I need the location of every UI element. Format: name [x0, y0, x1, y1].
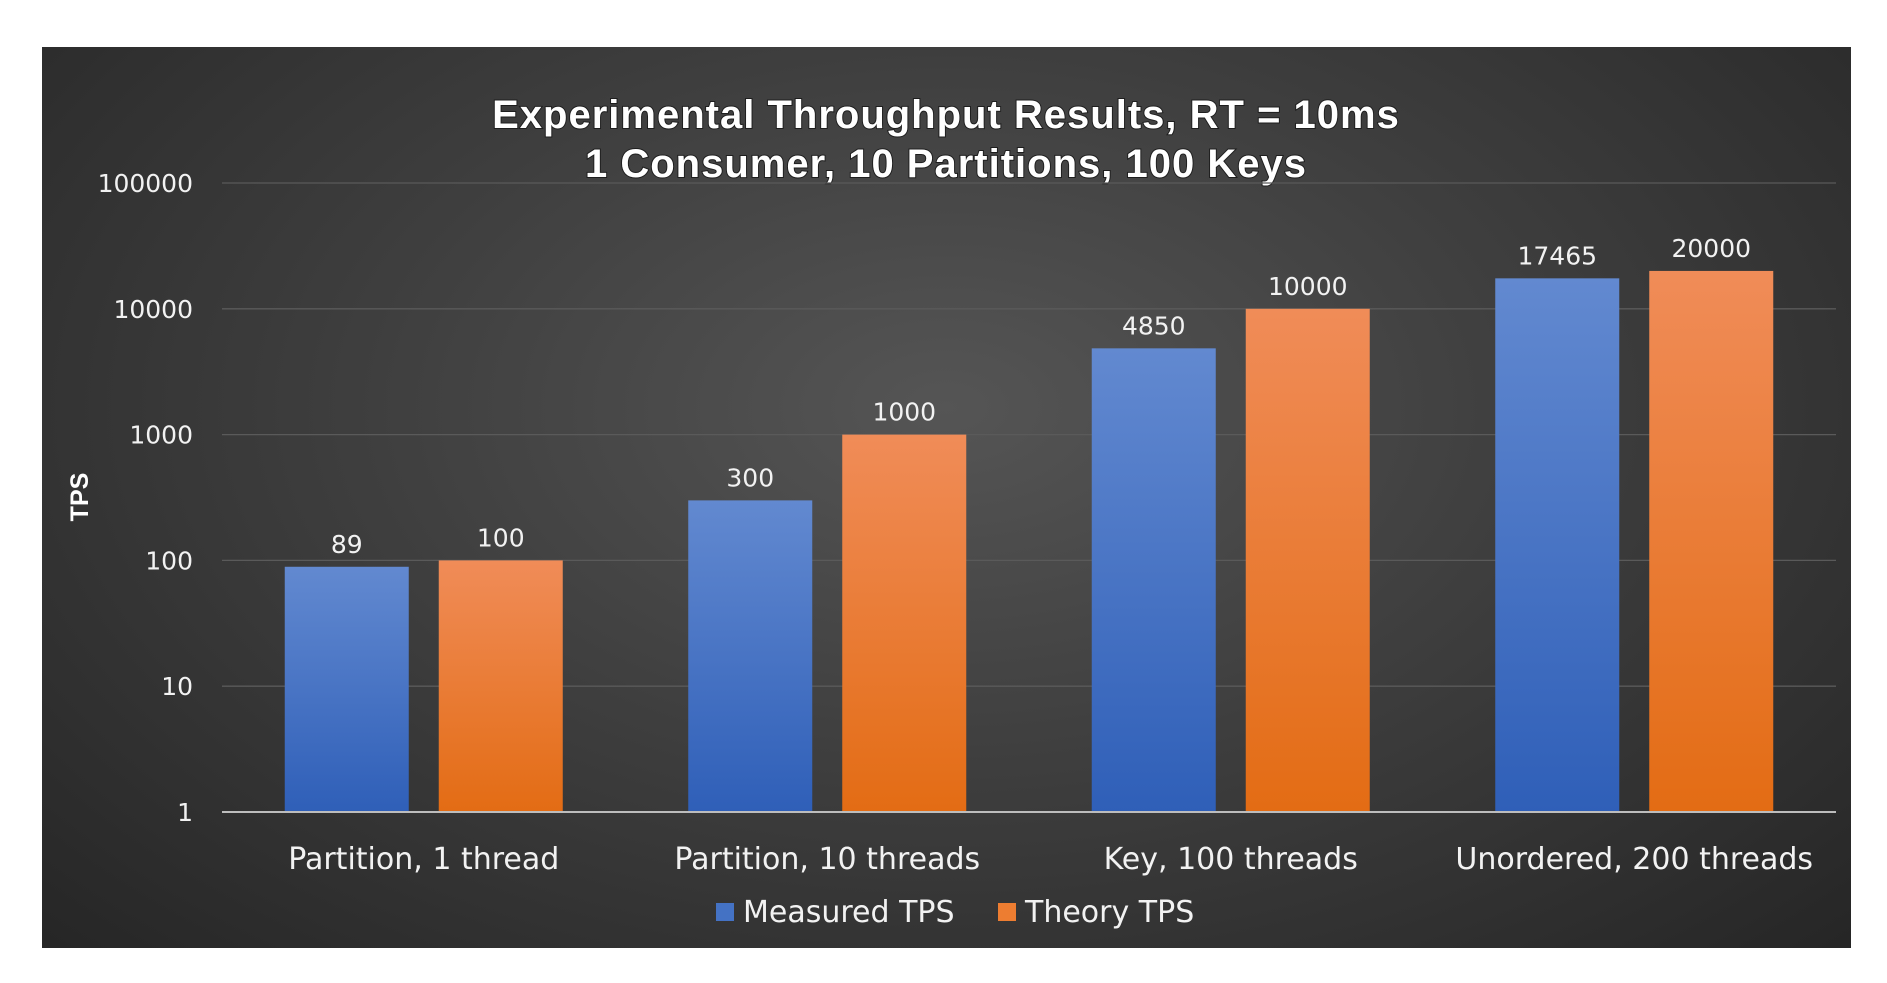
legend-swatch-theory — [998, 903, 1016, 921]
legend-item-measured[interactable]: Measured TPS — [716, 895, 955, 930]
data-label-theory: 1000 — [872, 398, 936, 427]
legend: Measured TPS Theory TPS — [716, 895, 1194, 930]
chart-frame: Experimental Throughput Results, RT = 10… — [42, 47, 1851, 948]
x-axis-categories: Partition, 1 thread Partition, 10 threads… — [288, 842, 1813, 877]
y-tick-label: 1 — [177, 798, 193, 827]
y-tick-label: 10 — [161, 672, 193, 701]
bar-theory[interactable] — [1649, 270, 1774, 812]
y-axis-ticks: 1 10 100 1000 10000 100000 — [98, 169, 193, 827]
bar-measured[interactable] — [284, 566, 409, 812]
legend-swatch-measured — [716, 903, 734, 921]
data-label-measured: 89 — [331, 530, 363, 559]
x-category-label: Partition, 10 threads — [674, 842, 980, 877]
y-tick-label: 1000 — [129, 421, 193, 450]
legend-label-theory: Theory TPS — [1024, 895, 1194, 930]
y-axis-title: TPS — [66, 473, 94, 522]
y-tick-label: 10000 — [113, 295, 193, 324]
bar-theory[interactable] — [842, 434, 967, 812]
bars — [284, 270, 1774, 812]
x-category-label: Partition, 1 thread — [288, 842, 559, 877]
data-label-theory: 10000 — [1268, 272, 1348, 301]
data-label-measured: 4850 — [1122, 311, 1186, 340]
data-label-theory: 20000 — [1671, 234, 1751, 263]
data-label-measured: 17465 — [1517, 241, 1597, 270]
bar-theory[interactable] — [1245, 308, 1370, 812]
bar-measured[interactable] — [688, 500, 813, 812]
bar-measured[interactable] — [1495, 278, 1620, 812]
chart-subtitle: 1 Consumer, 10 Partitions, 100 Keys — [585, 142, 1307, 186]
data-label-measured: 300 — [726, 463, 774, 492]
chart-title: Experimental Throughput Results, RT = 10… — [492, 93, 1400, 137]
data-label-theory: 100 — [477, 523, 525, 552]
legend-item-theory[interactable]: Theory TPS — [998, 895, 1194, 930]
bar-theory[interactable] — [438, 560, 563, 812]
x-category-label: Unordered, 200 threads — [1455, 842, 1813, 877]
data-labels: 89 100 300 1000 4850 10000 17465 20000 — [331, 234, 1751, 559]
legend-label-measured: Measured TPS — [743, 895, 955, 930]
chart-svg: Experimental Throughput Results, RT = 10… — [66, 92, 1836, 930]
y-tick-label: 100 — [145, 546, 193, 575]
y-tick-label: 100000 — [98, 169, 193, 198]
x-category-label: Key, 100 threads — [1104, 842, 1358, 877]
bar-measured[interactable] — [1091, 348, 1216, 812]
